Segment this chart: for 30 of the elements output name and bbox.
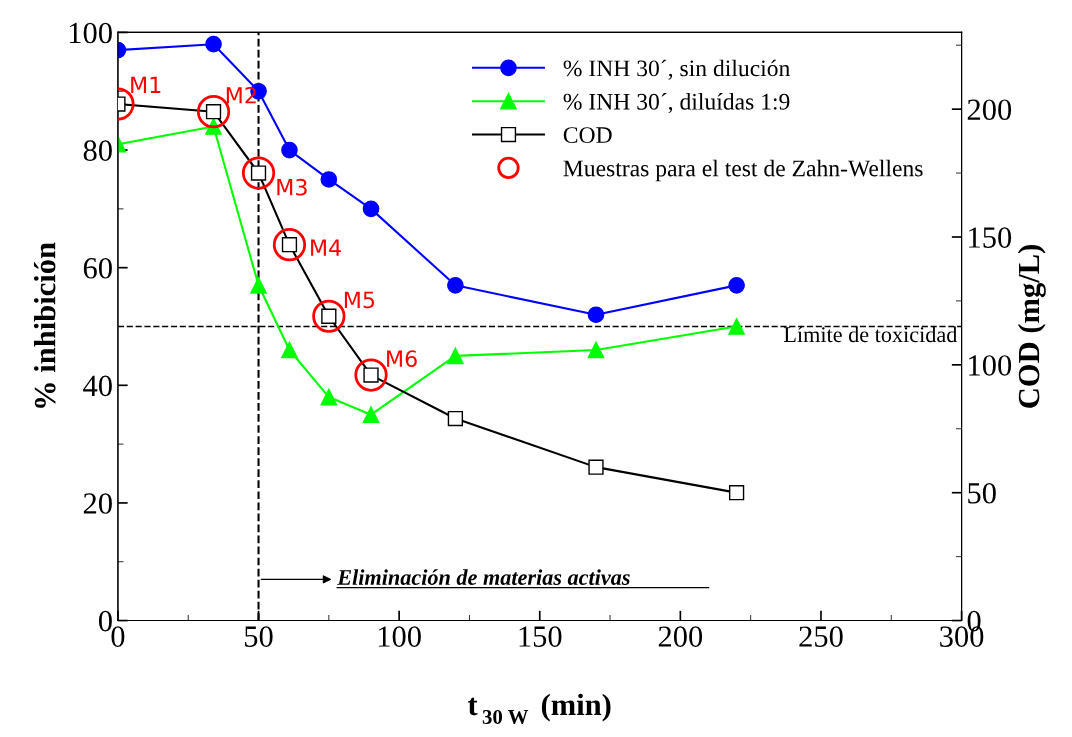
y-tick-label: 100 (69, 22, 112, 44)
annotation: M2 (226, 86, 256, 104)
x-tick-label: 150 (519, 626, 562, 647)
legend-label: % INH 30´, sin dilución (563, 59, 790, 80)
x-tick-label: 0 (111, 626, 125, 647)
y-tick-label: 60 (83, 257, 112, 279)
annotation: M6 (387, 350, 417, 368)
annotation: M1 (131, 76, 161, 93)
y2-tick-label: 150 (969, 227, 1012, 248)
legend-label: % INH 30´, diluídas 1:9 (563, 93, 790, 114)
annotation: M5 (344, 291, 375, 309)
y2-axis-title: COD (mg/L) (1017, 245, 1046, 408)
x-tick-label: 100 (378, 626, 421, 647)
y2-tick-label: 50 (968, 482, 996, 504)
annotation: Eliminación de materias activas (337, 569, 630, 585)
x-tick-label: 250 (799, 626, 843, 647)
x-tick-label: 50 (245, 626, 273, 647)
y-axis-title: % inhibición (33, 242, 56, 408)
y2-tick-label: 200 (967, 99, 1012, 121)
legend-label: COD (563, 127, 612, 144)
ref-line-label: Límite de toxicidad (783, 326, 958, 343)
y-tick-label: 40 (83, 375, 112, 397)
annotation: M3 (277, 178, 307, 196)
x-tick-label: 200 (658, 626, 703, 647)
y-tick-label: 0 (98, 610, 112, 632)
y-tick-label: 20 (83, 493, 112, 514)
annotation: M4 (311, 239, 341, 256)
y2-tick-label: 100 (969, 355, 1012, 376)
y-tick-label: 80 (83, 140, 112, 161)
legend-label: Muestras para el test de Zahn-Wellens (563, 159, 923, 182)
